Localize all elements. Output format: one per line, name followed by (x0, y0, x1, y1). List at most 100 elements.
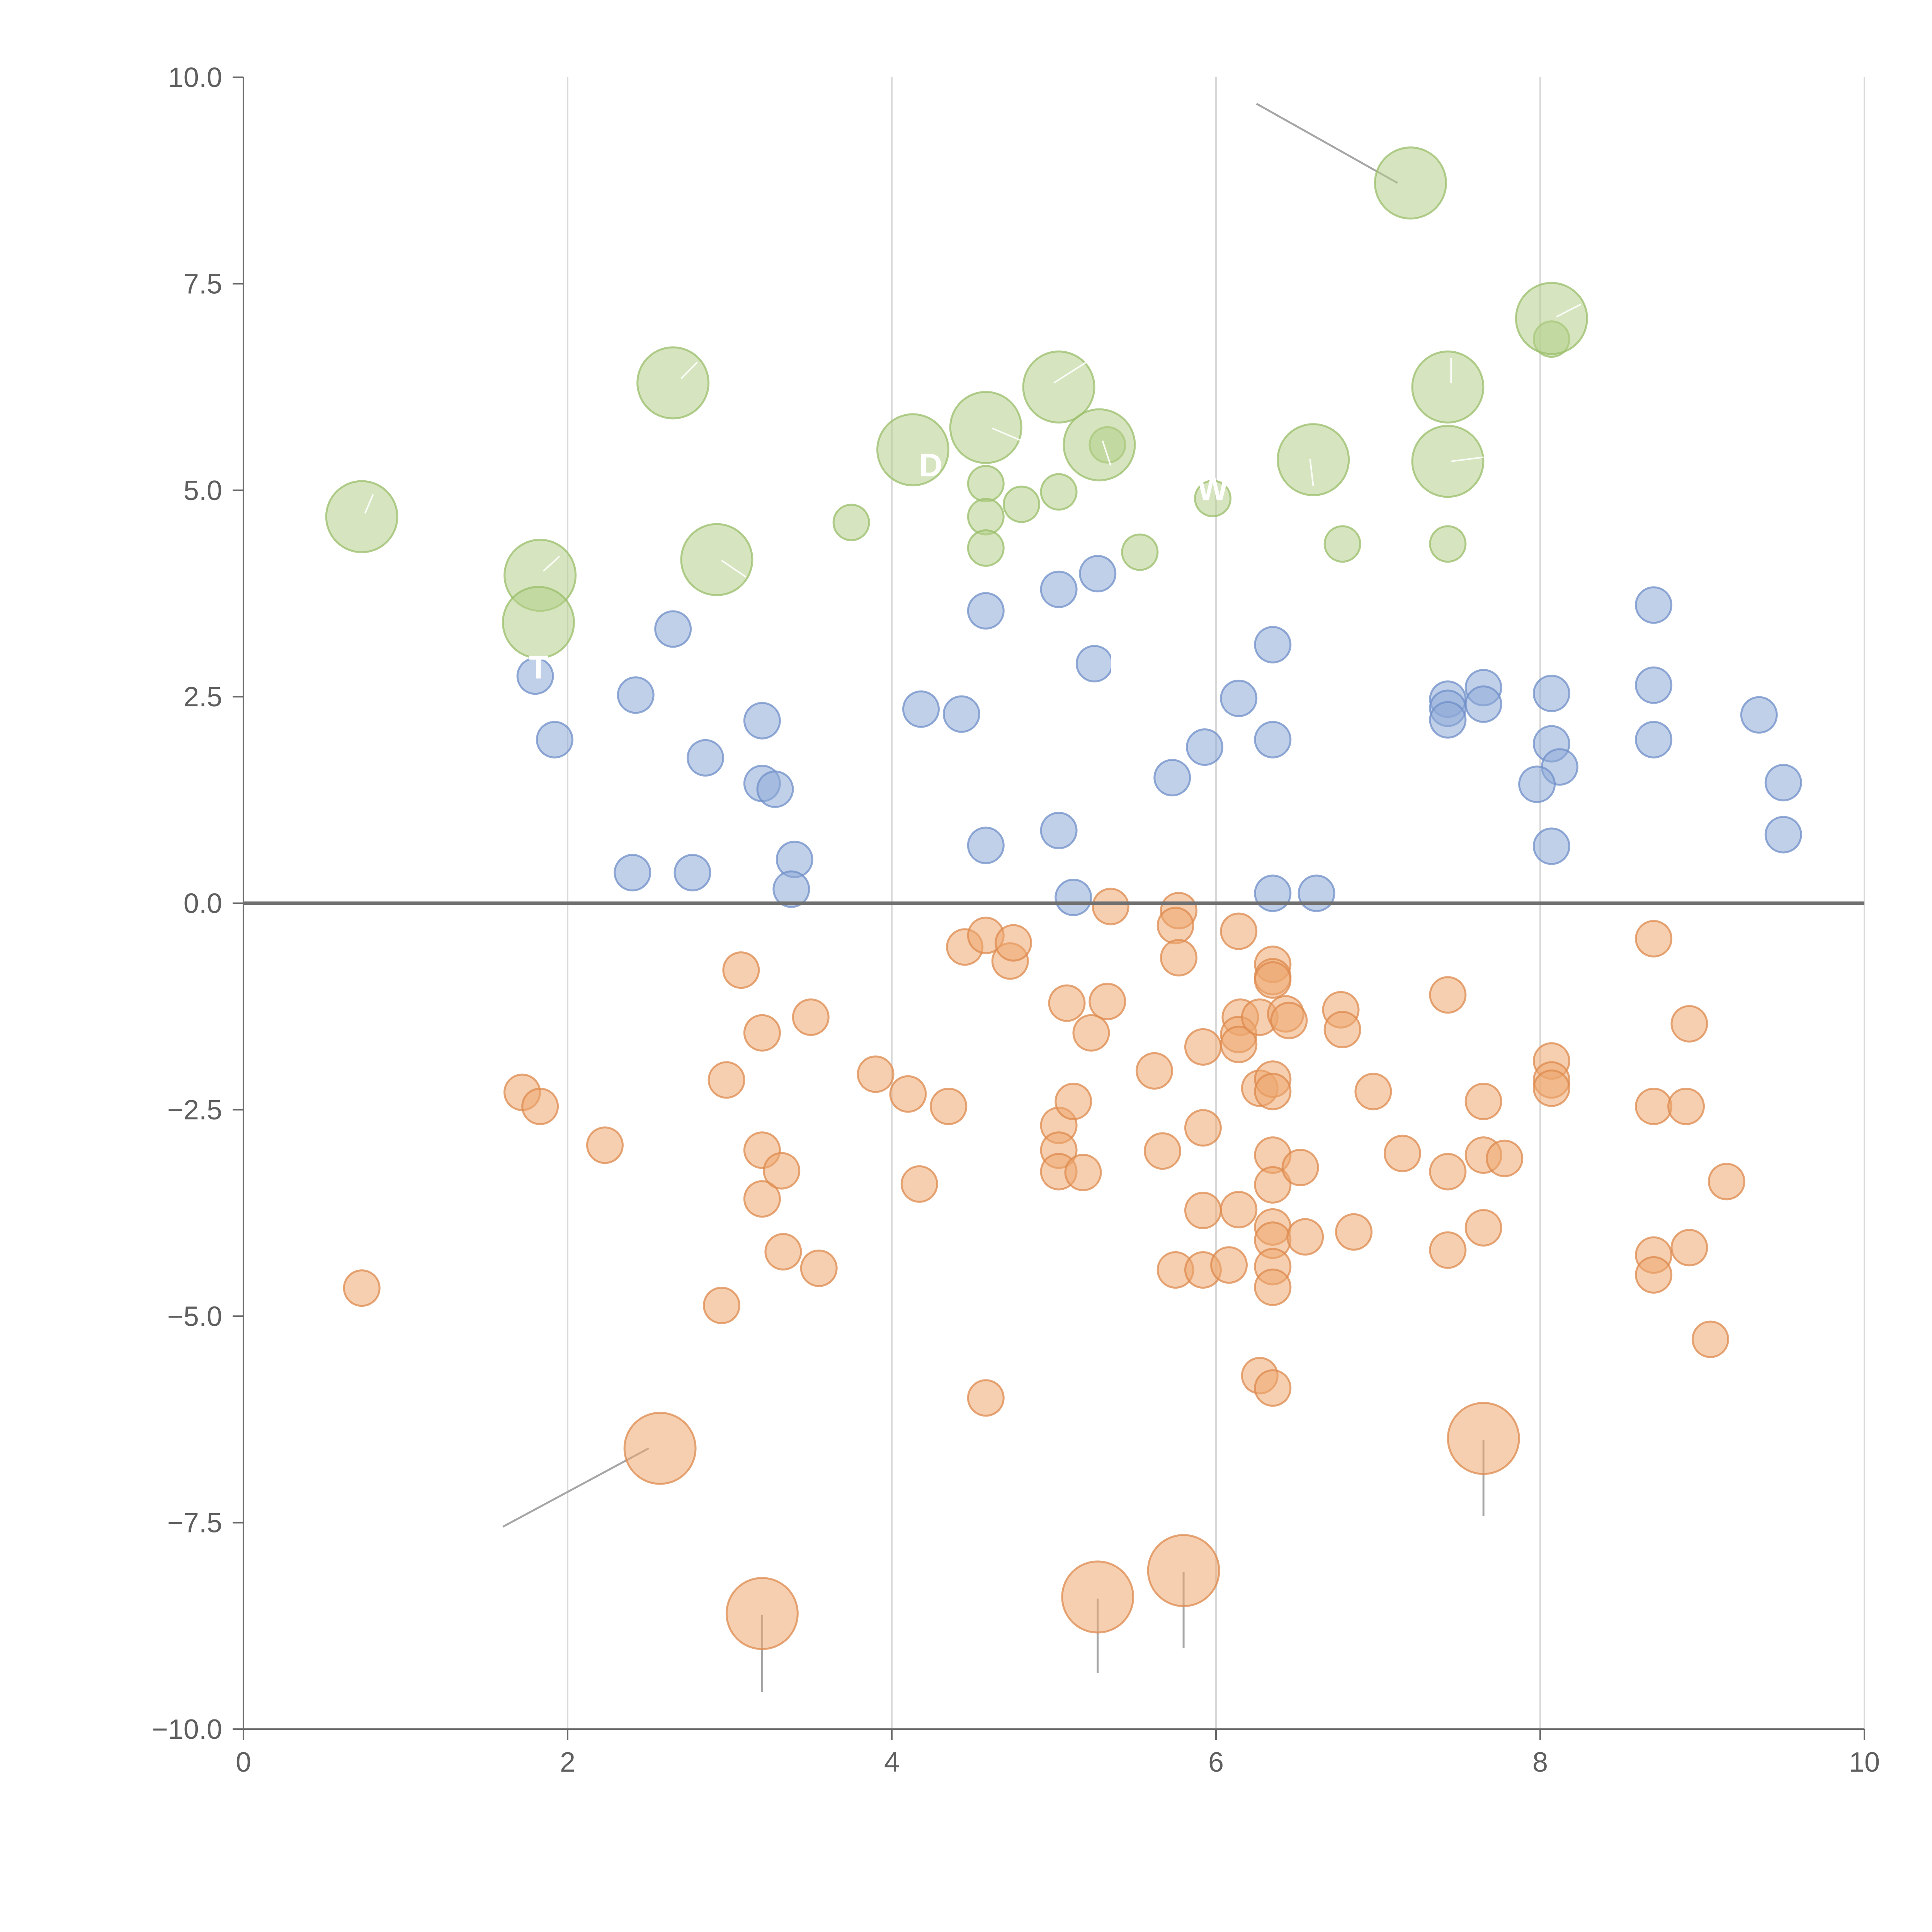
blue-bubble-1 (536, 721, 573, 759)
green-bubble-5 (1040, 473, 1078, 511)
orange-bubble-64 (1270, 1002, 1308, 1039)
bubble-layer (325, 146, 1802, 1650)
orange-bubble-21 (995, 924, 1032, 962)
green-bubble-12 (325, 480, 398, 553)
orange-bubble-27 (1054, 1083, 1092, 1120)
orange-bubble-28 (1064, 1153, 1102, 1191)
orange-bubble-11 (764, 1233, 802, 1271)
orange-bubble-4 (703, 1286, 741, 1324)
orange-bubble-85 (1635, 1256, 1673, 1294)
y-tick-label-2: −5.0 (167, 1301, 222, 1332)
orange-bubble-83 (1635, 1087, 1673, 1125)
blue-bubble-14 (967, 592, 1005, 630)
green-bubble-24 (1411, 425, 1485, 498)
annotation-label-0: D (919, 447, 942, 483)
orange-bubble-17 (930, 1087, 968, 1125)
blue-bubble-20 (1054, 879, 1092, 917)
orange-bubble-38 (1184, 1028, 1222, 1066)
orange-bubble-82 (1635, 920, 1673, 957)
orange-bubble-42 (1210, 1246, 1248, 1284)
green-bubble-3 (967, 529, 1005, 567)
blue-bubble-9 (756, 770, 794, 808)
orange-bubble-39 (1184, 1109, 1222, 1147)
orange-bubble-13 (800, 1249, 838, 1287)
orange-bubble-0 (343, 1269, 381, 1307)
x-tick-label-1: 2 (560, 1747, 575, 1778)
y-tick-label-7: 7.5 (184, 269, 222, 299)
orange-bubble-75 (1464, 1083, 1502, 1120)
blue-bubble-21 (1153, 759, 1191, 797)
orange-bubble-14 (857, 1055, 895, 1093)
bubble-inner-mark-4 (1053, 361, 1087, 384)
orange-bubble-77 (1464, 1209, 1502, 1247)
orange-bubble-36 (1156, 906, 1194, 944)
bubble-inner-mark-1 (543, 556, 560, 572)
blue-bubble-18 (1075, 645, 1113, 683)
y-tick-label-3: −2.5 (167, 1095, 222, 1126)
blue-bubble-41 (1740, 696, 1778, 734)
green-bubble-16 (680, 523, 753, 596)
green-bubble-25 (1515, 282, 1588, 355)
blue-bubble-19 (1040, 811, 1078, 849)
orange-bubble-81 (1532, 1069, 1570, 1107)
y-tick-label-0: −10.0 (152, 1714, 222, 1745)
blue-bubble-13 (942, 695, 980, 733)
annotation-label-3: L (1109, 649, 1129, 685)
green-bubble-17 (876, 413, 950, 486)
blue-bubble-26 (1254, 874, 1292, 912)
blue-bubble-42 (1764, 764, 1802, 801)
green-bubble-8 (1194, 480, 1232, 517)
green-bubble-10 (1429, 525, 1467, 563)
orange-bubble-16 (900, 1165, 938, 1203)
orange-bubble-74 (1429, 1231, 1467, 1269)
blue-bubble-2 (617, 676, 655, 714)
orange-bubble-31 (1092, 888, 1129, 925)
blue-bubble-37 (1532, 827, 1570, 865)
orange-bubble-88 (1670, 1229, 1708, 1267)
blue-bubble-6 (687, 739, 724, 777)
blue-bubble-4 (614, 854, 651, 891)
orange-bubble-68 (1323, 1011, 1361, 1049)
blue-bubble-27 (1298, 874, 1335, 912)
orange-bubble-33 (1144, 1132, 1182, 1170)
orange-bubble-43 (1220, 912, 1258, 950)
blue-bubble-7 (743, 702, 781, 740)
green-bubble-2 (967, 498, 1005, 536)
y-tick-label-6: 5.0 (184, 475, 222, 506)
orange-bubble-5 (707, 1061, 745, 1099)
orange-bubble-61 (1254, 1268, 1292, 1306)
x-tick-label-4: 8 (1532, 1747, 1548, 1778)
blue-bubble-3 (654, 610, 692, 648)
green-bubble-4 (1003, 485, 1041, 523)
bubble-inner-mark-0 (364, 494, 374, 514)
blue-bubble-25 (1254, 721, 1292, 759)
x-tick-label-0: 0 (236, 1747, 251, 1778)
orange-bubble-6 (722, 951, 760, 989)
blue-bubble-39 (1635, 666, 1673, 704)
orange-bubble-22 (967, 1379, 1005, 1417)
orange-bubble-10 (763, 1152, 801, 1190)
blue-bubble-38 (1635, 586, 1673, 624)
orange-bubble-29 (1072, 1014, 1110, 1052)
blue-bubble-5 (673, 854, 711, 891)
blue-bubble-15 (967, 827, 1005, 864)
x-tick-label-5: 10 (1849, 1747, 1880, 1778)
orange-bubble-94 (1147, 1534, 1220, 1607)
orange-bubble-65 (1281, 1149, 1319, 1186)
orange-bubble-78 (1486, 1139, 1524, 1177)
orange-bubble-71 (1383, 1134, 1421, 1172)
green-bubble-21 (1277, 423, 1350, 497)
blue-bubble-11 (772, 870, 810, 908)
orange-bubble-86 (1667, 1087, 1705, 1125)
blue-bubble-43 (1764, 816, 1802, 854)
y-tick-label-1: −7.5 (167, 1508, 222, 1539)
green-bubble-18 (949, 391, 1022, 464)
green-bubble-23 (1411, 350, 1485, 424)
green-bubble-1 (967, 465, 1005, 503)
orange-bubble-47 (1220, 1191, 1258, 1229)
annotation-layer: D W T L (529, 447, 1228, 685)
orange-bubble-26 (1048, 984, 1086, 1022)
orange-bubble-2 (521, 1087, 559, 1125)
orange-bubble-92 (725, 1577, 799, 1650)
